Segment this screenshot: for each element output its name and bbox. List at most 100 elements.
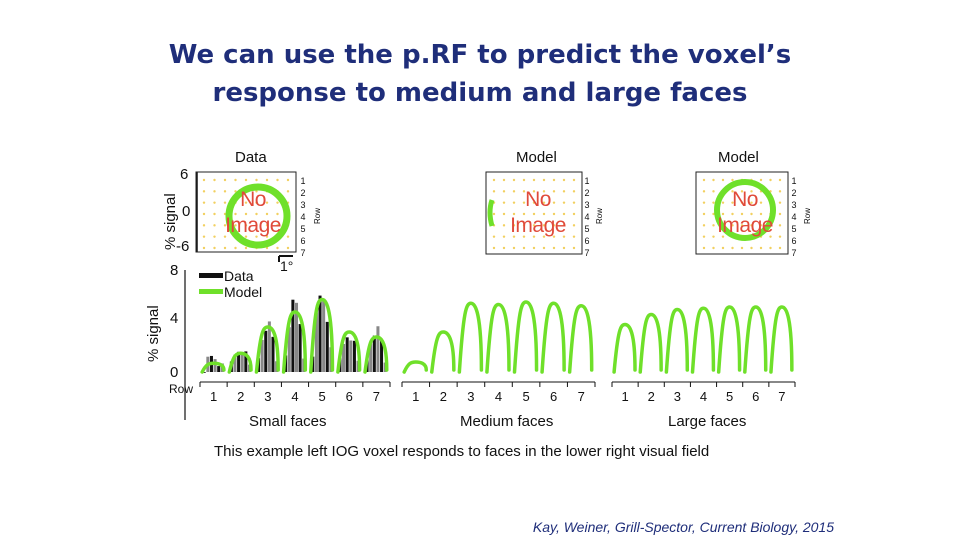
grid-dot — [234, 224, 237, 227]
grid-dot — [276, 224, 279, 227]
group-label-small: Small faces — [249, 413, 327, 430]
grid-dot — [769, 246, 772, 250]
grid-dot — [572, 224, 576, 227]
grid-dot — [532, 212, 536, 216]
grid-dot — [522, 212, 526, 216]
model-curve — [402, 360, 429, 374]
grid-dot — [572, 235, 576, 238]
placeholder-medium: No Image — [510, 188, 566, 237]
data-bar — [287, 327, 291, 372]
grid-dot — [750, 201, 753, 204]
data-rf-ring — [225, 183, 291, 249]
grid-dot — [778, 201, 782, 204]
data-bar — [213, 359, 217, 372]
legend-label-model: Model — [224, 284, 263, 300]
grid-dot — [731, 190, 734, 193]
grid-dot — [492, 246, 496, 250]
data-bar — [342, 343, 346, 372]
top-ytick-6: 6 — [180, 166, 189, 183]
large-panel-frame — [695, 171, 789, 255]
grid-dot — [265, 246, 269, 250]
data-bar — [372, 335, 376, 372]
data-bar — [202, 372, 206, 373]
grid-dot — [740, 212, 744, 216]
grid-dot — [740, 201, 744, 204]
group-label-large: Large faces — [668, 413, 747, 430]
legend-label-data: Data — [224, 268, 254, 284]
grid-dot — [512, 212, 516, 216]
medium-panel-frame — [485, 171, 583, 255]
grid-dot — [223, 235, 227, 238]
x-tick-label: 6 — [752, 389, 759, 404]
grid-dot — [562, 235, 566, 238]
grid-dot — [234, 178, 237, 182]
grid-dot — [572, 178, 576, 182]
grid-dot — [542, 246, 546, 250]
grid-dot — [265, 224, 269, 227]
grid-dot — [712, 246, 715, 250]
grid-dot — [286, 246, 290, 250]
data-bar — [233, 354, 237, 372]
grid-dot — [702, 178, 706, 182]
grid-dot — [542, 235, 546, 238]
ytick-8: 8 — [170, 262, 179, 279]
grid-dot — [542, 201, 546, 204]
grid-dot — [502, 178, 506, 182]
grid-dot — [502, 212, 506, 216]
grid-dot — [572, 246, 576, 250]
grid-dot — [731, 224, 734, 227]
grid-dot — [522, 235, 526, 238]
grid-dot — [213, 246, 216, 250]
grid-dot — [213, 224, 216, 227]
grid-dot — [522, 178, 526, 182]
grid-dot — [512, 235, 516, 238]
grid-dot — [712, 201, 715, 204]
data-bar — [217, 366, 221, 372]
grid-dot — [244, 212, 248, 216]
caption: This example left IOG voxel responds to … — [214, 443, 710, 460]
grid-dot — [522, 224, 526, 227]
citation: Kay, Weiner, Grill-Spector, Current Biol… — [532, 519, 834, 535]
grid-dot — [202, 190, 206, 193]
grid-dot — [702, 246, 706, 250]
data-bar — [295, 302, 299, 372]
grid-dot — [712, 235, 715, 238]
grid-dot — [522, 246, 526, 250]
grid-dot — [255, 178, 258, 182]
data-bar — [349, 340, 353, 372]
x-tick-label: 3 — [467, 389, 474, 404]
grid-dot — [255, 212, 258, 216]
grid-dot — [712, 190, 715, 193]
x-tick-label: 4 — [291, 389, 298, 404]
scale-bar-label: 1° — [280, 258, 294, 274]
grid-dot — [502, 224, 506, 227]
grid-dot — [234, 190, 237, 193]
x-tick-label: 6 — [550, 389, 557, 404]
grid-dot — [202, 246, 206, 250]
grid-dot — [265, 235, 269, 238]
grid-dot — [532, 201, 536, 204]
grid-dot — [721, 178, 725, 182]
grid-dot — [492, 212, 496, 216]
legend-swatch-model — [199, 289, 223, 294]
grid-dot — [552, 190, 556, 193]
data-panel-frame — [195, 171, 297, 253]
data-bar — [322, 298, 326, 372]
grid-dot — [759, 246, 763, 250]
grid-dot — [265, 201, 269, 204]
grid-dot — [712, 224, 715, 227]
grid-dot — [202, 235, 206, 238]
grid-dot — [286, 235, 290, 238]
x-tick-label: 7 — [578, 389, 585, 404]
grid-dot — [244, 201, 248, 204]
grid-dot — [255, 235, 258, 238]
grid-dot — [702, 224, 706, 227]
x-tick-label: 5 — [522, 389, 529, 404]
x-tick-label: 7 — [778, 389, 785, 404]
legend-swatch-data — [199, 273, 223, 278]
model-curve — [743, 305, 768, 374]
grid-dot — [542, 178, 546, 182]
grid-dot — [244, 178, 248, 182]
grid-dot — [562, 190, 566, 193]
data-bar — [325, 321, 329, 372]
